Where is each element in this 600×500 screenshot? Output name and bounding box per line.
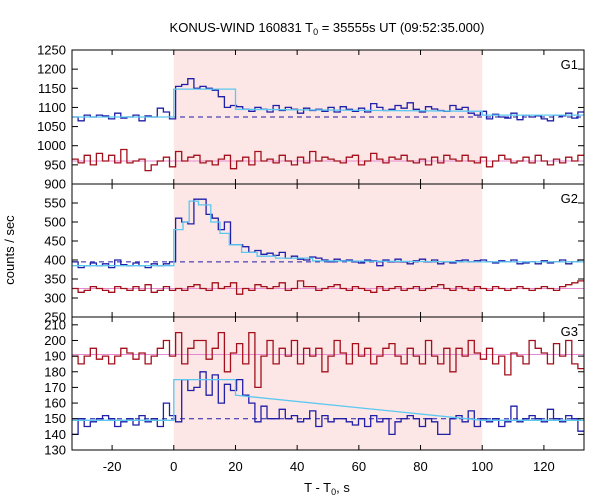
y-tick-label: 170 xyxy=(44,380,66,395)
x-tick-label: -20 xyxy=(103,459,122,474)
red-series xyxy=(72,331,584,389)
y-tick-label: 190 xyxy=(44,349,66,364)
plot-panels: 900950100010501100115012001250G125030035… xyxy=(37,43,585,474)
y-tick-label: 950 xyxy=(44,157,66,172)
panel-frame xyxy=(71,316,585,451)
x-tick-label: 120 xyxy=(533,459,555,474)
y-tick-label: 500 xyxy=(44,215,66,230)
y-tick-label: 1150 xyxy=(38,81,66,96)
y-tick-label: 180 xyxy=(44,364,66,379)
y-tick-label: 210 xyxy=(44,317,66,332)
y-tick-label: 550 xyxy=(44,196,66,211)
red-series xyxy=(72,280,584,295)
panel-label: G1 xyxy=(561,57,578,72)
y-tick-label: 1000 xyxy=(37,138,66,153)
x-tick-label: 80 xyxy=(413,459,427,474)
x-tick-label: 100 xyxy=(471,459,493,474)
y-tick-label: 400 xyxy=(44,253,66,268)
panel-g2: 250 300 350 400 450 500 550 G2 xyxy=(44,183,585,325)
red-series xyxy=(72,148,584,172)
y-tick-label: 1250 xyxy=(37,43,66,58)
y-axis-label: counts / sec xyxy=(2,215,17,285)
y-tick-label: 200 xyxy=(44,333,66,348)
y-tick-label: 150 xyxy=(44,411,66,426)
y-tick-label: 1200 xyxy=(37,62,66,77)
blue-fit-line xyxy=(72,88,584,118)
y-tick-label: 350 xyxy=(44,272,66,287)
chart-title: KONUS-WIND 160831 T0 = 35555s UT (09:52:… xyxy=(170,20,485,37)
y-tick-label: 900 xyxy=(44,177,66,192)
blue-fit-line xyxy=(72,200,584,267)
blue-fit-line xyxy=(72,378,584,421)
y-tick-label: 450 xyxy=(44,234,66,249)
y-tick-label: 1100 xyxy=(38,100,66,115)
y-tick-label: 1050 xyxy=(37,119,66,134)
y-tick-label: 250 xyxy=(44,310,66,325)
x-tick-label: 60 xyxy=(352,459,366,474)
y-tick-label: 130 xyxy=(44,443,66,458)
x-tick-label: 20 xyxy=(228,459,242,474)
y-tick-label: 300 xyxy=(44,291,66,306)
x-tick-label: 40 xyxy=(290,459,304,474)
y-tick-label: 160 xyxy=(44,396,66,411)
y-tick-label: 140 xyxy=(44,427,66,442)
x-axis-label: T - T0, s xyxy=(304,480,350,497)
blue-series xyxy=(72,371,584,436)
panel-label: G2 xyxy=(561,191,578,206)
panel-label: G3 xyxy=(561,324,578,339)
x-tick-label: 0 xyxy=(170,459,177,474)
panel-g1: 900 950 1000 1050 1100 1150 1200 1250 G1 xyxy=(37,43,585,192)
